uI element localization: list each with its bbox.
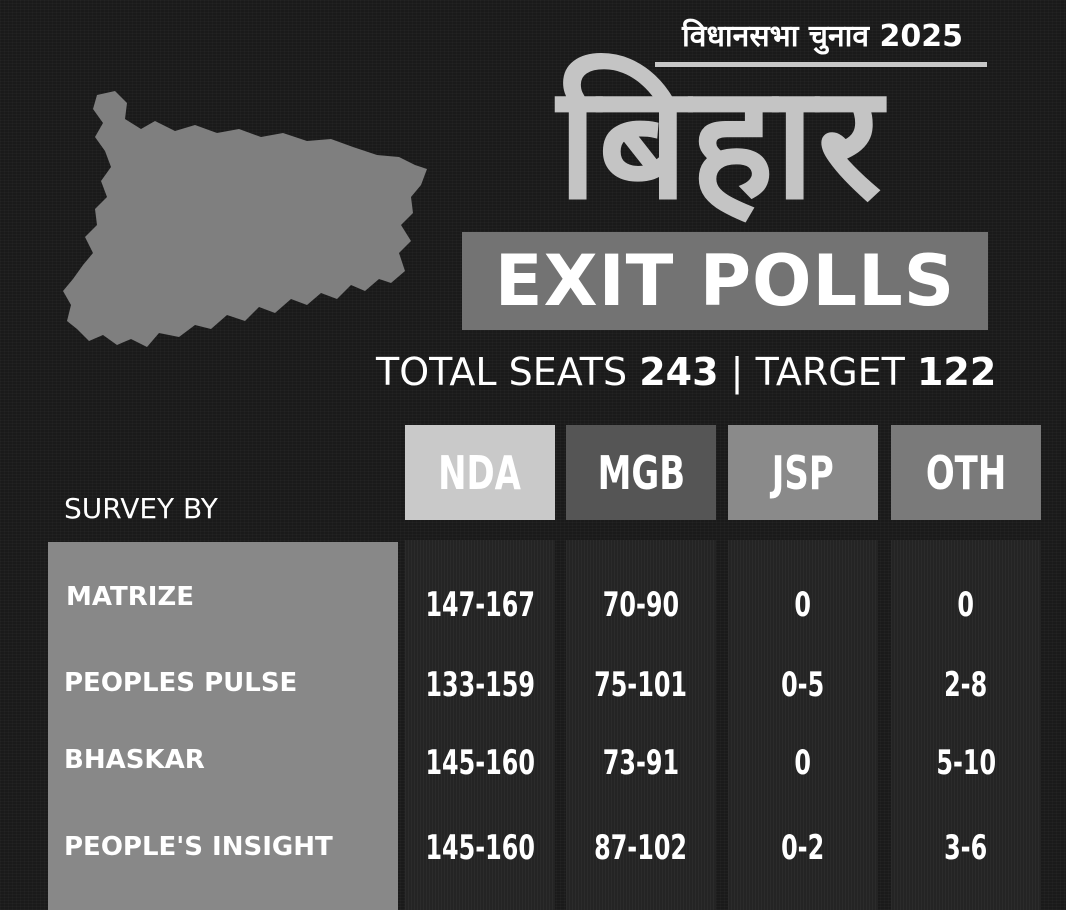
bihar-map-icon [63, 91, 427, 347]
seat-projection-value: 75-101 [594, 665, 688, 705]
column-header-oth: OTH [891, 425, 1041, 520]
total-seats-label: TOTAL SEATS [376, 350, 628, 394]
column-header-label: OTH [925, 445, 1007, 500]
seat-projection-value: 0-5 [781, 665, 825, 705]
seat-projection-cell: 3-6 [891, 828, 1041, 868]
seat-projection-value: 3-6 [944, 828, 988, 868]
seats-summary: TOTAL SEATS 243 | TARGET 122 [376, 350, 996, 394]
seat-projection-cell: 147-167 [405, 585, 555, 625]
column-header-jsp: JSP [728, 425, 878, 520]
seat-projection-cell: 70-90 [566, 585, 716, 625]
seat-projection-value: 145-160 [425, 828, 535, 868]
seat-projection-value: 2-8 [944, 665, 988, 705]
seat-projection-cell: 0 [728, 585, 878, 625]
column-body-jsp [728, 540, 878, 910]
seat-projection-cell: 145-160 [405, 743, 555, 783]
column-header-label: NDA [438, 445, 522, 500]
seat-projection-cell: 145-160 [405, 828, 555, 868]
seat-projection-value: 70-90 [602, 585, 680, 625]
banner-text: EXIT POLLS [494, 240, 956, 322]
seat-projection-cell: 0-2 [728, 828, 878, 868]
survey-agency-label: PEOPLE'S INSIGHT [64, 832, 333, 862]
seat-projection-value: 145-160 [425, 743, 535, 783]
survey-agency-label: BHASKAR [64, 745, 205, 775]
column-body-oth [891, 540, 1041, 910]
seat-projection-value: 73-91 [602, 743, 680, 783]
survey-label-panel [48, 542, 398, 910]
seat-projection-cell: 75-101 [566, 665, 716, 705]
exit-polls-banner: EXIT POLLS [462, 232, 988, 330]
survey-agency-label: PEOPLES PULSE [64, 668, 298, 698]
target-label: TARGET [755, 350, 905, 394]
survey-by-label: SURVEY BY [64, 492, 218, 525]
column-header-nda: NDA [405, 425, 555, 520]
subtitle-underline [655, 62, 987, 67]
column-body-mgb [566, 540, 716, 910]
seat-projection-value: 147-167 [425, 585, 535, 625]
survey-agency-label: MATRIZE [66, 582, 195, 612]
seats-separator: | [730, 350, 744, 394]
column-header-mgb: MGB [566, 425, 716, 520]
seat-projection-value: 0-2 [781, 828, 825, 868]
column-header-label: MGB [597, 445, 685, 500]
total-seats-value: 243 [639, 350, 719, 394]
seat-projection-cell: 0-5 [728, 665, 878, 705]
seat-projection-value: 5-10 [936, 743, 996, 783]
seat-projection-cell: 5-10 [891, 743, 1041, 783]
subtitle: विधानसभा चुनाव 2025 [682, 19, 963, 54]
seat-projection-value: 0 [957, 585, 975, 625]
seat-projection-cell: 87-102 [566, 828, 716, 868]
seat-projection-value: 0 [794, 743, 812, 783]
seat-projection-value: 0 [794, 585, 812, 625]
target-value: 122 [916, 350, 997, 394]
column-header-label: JSP [772, 445, 834, 500]
column-body-nda [405, 540, 555, 910]
seat-projection-cell: 73-91 [566, 743, 716, 783]
seat-projection-value: 87-102 [594, 828, 688, 868]
seat-projection-cell: 0 [728, 743, 878, 783]
seat-projection-value: 133-159 [425, 665, 535, 705]
page-title: बिहार [557, 51, 884, 235]
seat-projection-cell: 0 [891, 585, 1041, 625]
seat-projection-cell: 2-8 [891, 665, 1041, 705]
seat-projection-cell: 133-159 [405, 665, 555, 705]
